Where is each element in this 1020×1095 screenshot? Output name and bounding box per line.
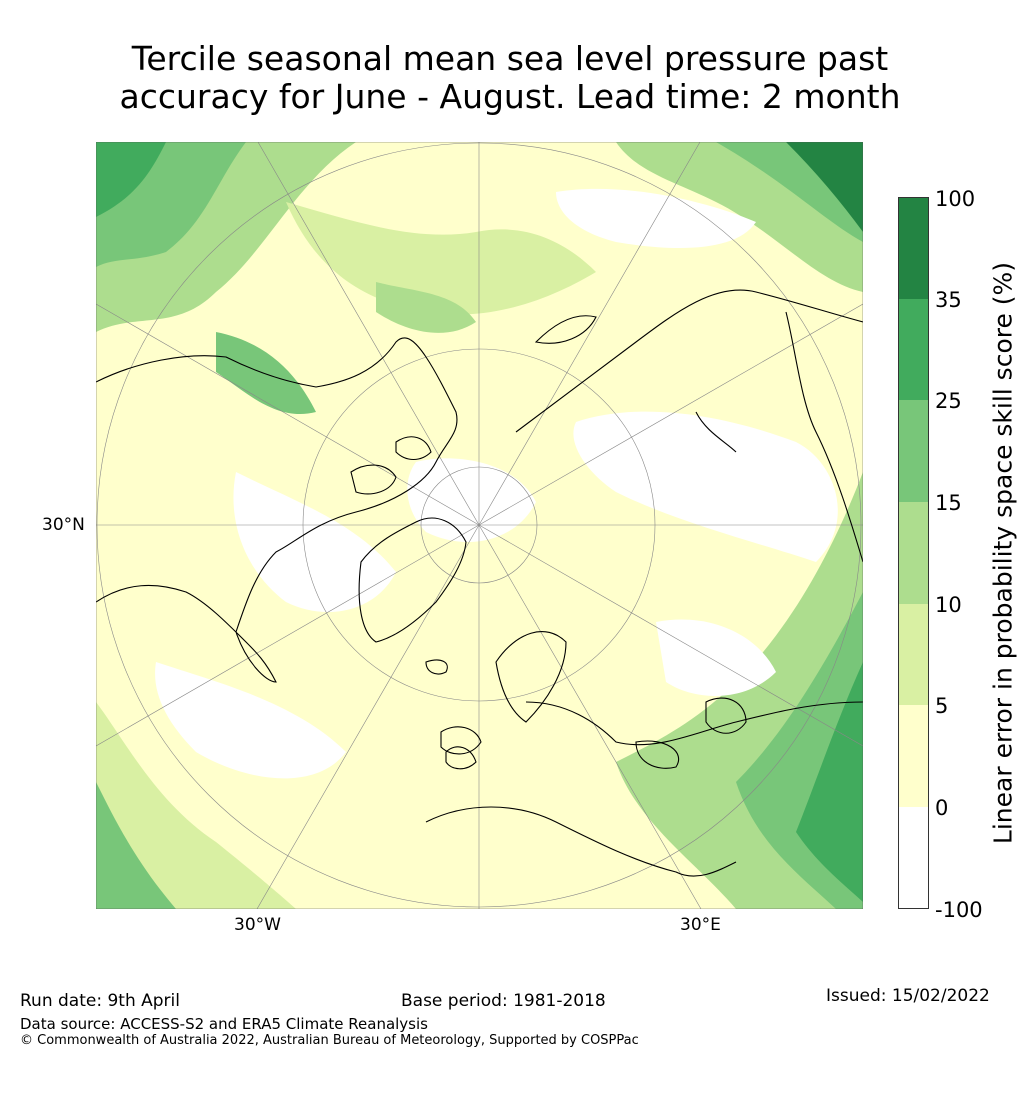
colorbar-segment-0-5 — [898, 705, 929, 807]
colorbar-frame — [898, 197, 929, 909]
colorbar-tick-15: 15 — [935, 491, 962, 515]
colorbar-tick-25: 25 — [935, 389, 962, 413]
meridians — [96, 142, 863, 909]
region-n-mid — [376, 282, 476, 333]
coastlines — [96, 289, 863, 877]
colorbar-tick-neg100: -100 — [935, 898, 983, 922]
region-ne-dark — [786, 142, 863, 232]
region-white-2 — [573, 411, 838, 562]
region-n-light — [286, 202, 596, 315]
region-sw-mid — [96, 782, 176, 909]
colorbar-segment-25-35 — [898, 299, 929, 400]
lon-label-30w: 30°W — [234, 915, 281, 935]
colorbar-segment-10-15 — [898, 502, 929, 604]
colorbar-segment-neg100-0 — [898, 807, 929, 909]
colorbar — [898, 197, 929, 909]
region-white-5 — [656, 619, 776, 696]
data-source: Data source: ACCESS-S2 and ERA5 Climate … — [20, 1015, 428, 1033]
colorbar-tick-0: 0 — [935, 796, 949, 820]
region-white-pole — [407, 458, 536, 542]
colorbar-svg — [898, 197, 929, 909]
run-date: Run date: 9th April — [20, 991, 180, 1011]
colorbar-segment-5-10 — [898, 604, 929, 705]
region-sw-light — [96, 702, 296, 909]
colorbar-segment-35-100 — [898, 197, 929, 299]
region-nw-dark — [96, 142, 166, 217]
issued-date: Issued: 15/02/2022 — [826, 986, 990, 1006]
lat-label-30n: 30°N — [42, 515, 85, 535]
skill-score-map — [95, 141, 864, 910]
title-line-1: Tercile seasonal mean sea level pressure… — [131, 39, 889, 78]
chart-title: Tercile seasonal mean sea level pressure… — [0, 40, 1020, 116]
region-white-4 — [155, 662, 346, 779]
region-w-band — [216, 332, 316, 414]
title-line-2: accuracy for June - August. Lead time: 2… — [119, 77, 901, 116]
colorbar-tick-100: 100 — [935, 187, 976, 211]
colorbar-tick-35: 35 — [935, 288, 962, 312]
colorbar-tick-5: 5 — [935, 694, 949, 718]
colorbar-label: Linear error in probability space skill … — [988, 261, 1018, 845]
map-svg — [95, 141, 864, 910]
lon-label-30e: 30°E — [680, 915, 721, 935]
base-period: Base period: 1981-2018 — [401, 991, 606, 1011]
colorbar-segment-15-25 — [898, 400, 929, 502]
colorbar-tick-10: 10 — [935, 593, 962, 617]
region-white-3 — [233, 472, 396, 612]
copyright: © Commonwealth of Australia 2022, Austra… — [20, 1033, 639, 1048]
region-se-dark — [796, 662, 863, 902]
